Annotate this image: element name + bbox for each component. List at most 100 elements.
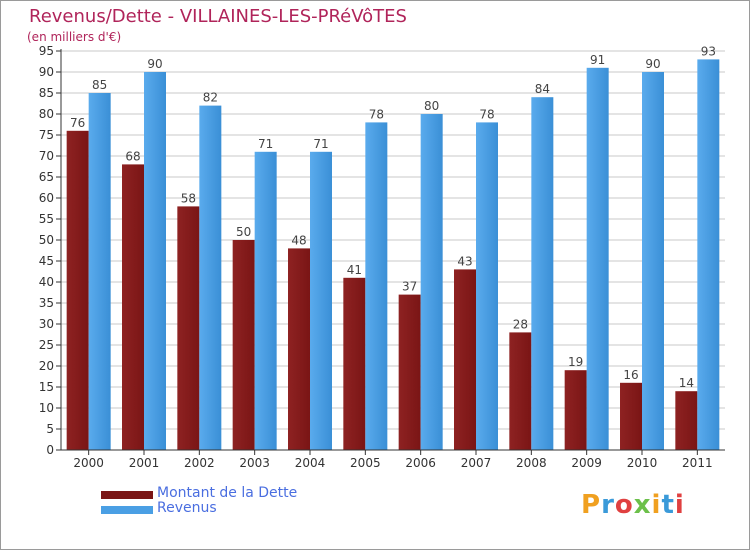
bar-revenue-2011 bbox=[697, 59, 720, 451]
value-label-revenue-2001: 90 bbox=[147, 57, 162, 71]
value-label-debt-2002: 58 bbox=[181, 191, 196, 205]
x-tick-label-2004: 2004 bbox=[295, 456, 326, 470]
x-tick-label-2000: 2000 bbox=[73, 456, 104, 470]
bar-debt-2003 bbox=[232, 240, 255, 450]
bar-revenue-2000 bbox=[88, 93, 111, 450]
bar-debt-2011 bbox=[675, 391, 698, 450]
bar-debt-2000 bbox=[66, 130, 89, 451]
y-tick-label-80: 80 bbox=[39, 107, 54, 121]
value-label-debt-2007: 43 bbox=[457, 254, 472, 268]
y-tick-label-40: 40 bbox=[39, 275, 54, 289]
value-label-revenue-2004: 71 bbox=[313, 137, 328, 151]
x-tick-label-2010: 2010 bbox=[627, 456, 658, 470]
value-label-revenue-2008: 84 bbox=[535, 82, 550, 96]
bar-revenue-2003 bbox=[254, 151, 277, 451]
bar-revenue-2009 bbox=[586, 67, 609, 451]
x-tick-label-2007: 2007 bbox=[461, 456, 492, 470]
y-tick-label-70: 70 bbox=[39, 149, 54, 163]
value-label-debt-2003: 50 bbox=[236, 225, 251, 239]
value-label-revenue-2000: 85 bbox=[92, 78, 107, 92]
value-label-revenue-2006: 80 bbox=[424, 99, 439, 113]
y-tick-label-75: 75 bbox=[39, 128, 54, 142]
value-label-debt-2008: 28 bbox=[513, 317, 528, 331]
logo-letter: t bbox=[661, 490, 675, 520]
legend-swatch-debt bbox=[101, 491, 153, 499]
logo-letter: P bbox=[581, 490, 602, 520]
value-labels: 76 85 68 90 58 82 50 71 48 71 41 78 37 80 43 78 28 84 19 91… bbox=[70, 44, 716, 390]
bar-revenue-2004 bbox=[310, 151, 332, 451]
bar-debt-2007 bbox=[454, 269, 476, 450]
bar-revenue-2005 bbox=[365, 122, 388, 451]
y-tick-label-45: 45 bbox=[39, 254, 54, 268]
bar-debt-2002 bbox=[177, 206, 200, 450]
y-tick-label-5: 5 bbox=[46, 422, 54, 436]
x-tick-label-2005: 2005 bbox=[350, 456, 381, 470]
y-tick-label-30: 30 bbox=[39, 317, 54, 331]
proxiti-logo: Proxiti bbox=[581, 490, 685, 520]
value-label-debt-2006: 37 bbox=[402, 280, 417, 294]
x-tick-label-2008: 2008 bbox=[516, 456, 547, 470]
axes: 0 5 10 15 20 25 30 35 40 45 50 55 60 65 70 75 80 85 90 95 20… bbox=[39, 44, 725, 470]
bar-debt-2005 bbox=[343, 277, 366, 450]
x-tick-label-2003: 2003 bbox=[239, 456, 270, 470]
y-tick-label-95: 95 bbox=[39, 44, 54, 58]
y-tick-label-15: 15 bbox=[39, 380, 54, 394]
bar-debt-2004 bbox=[288, 248, 310, 450]
bar-revenue-2001 bbox=[144, 72, 166, 450]
logo-letter: o bbox=[614, 490, 634, 520]
y-tick-label-20: 20 bbox=[39, 359, 54, 373]
x-tick-label-2011: 2011 bbox=[682, 456, 713, 470]
bar-revenue-2007 bbox=[476, 122, 498, 451]
value-label-debt-2000: 76 bbox=[70, 116, 85, 130]
value-label-debt-2004: 48 bbox=[291, 233, 306, 247]
bar-debt-2009 bbox=[564, 370, 587, 450]
y-tick-label-90: 90 bbox=[39, 65, 54, 79]
x-tick-label-2006: 2006 bbox=[405, 456, 436, 470]
legend-label-debt: Montant de la Dette bbox=[157, 485, 298, 501]
value-label-revenue-2005: 78 bbox=[369, 107, 384, 121]
bar-revenue-2006 bbox=[420, 114, 443, 450]
value-label-revenue-2003: 71 bbox=[258, 137, 273, 151]
bar-revenue-2002 bbox=[199, 105, 222, 450]
y-tick-label-10: 10 bbox=[39, 401, 54, 415]
x-tick-label-2001: 2001 bbox=[129, 456, 160, 470]
x-tick-label-2009: 2009 bbox=[571, 456, 602, 470]
logo-letter: x bbox=[633, 490, 652, 520]
bar-debt-2010 bbox=[620, 382, 642, 450]
value-label-debt-2001: 68 bbox=[125, 149, 140, 163]
value-label-revenue-2011: 93 bbox=[701, 44, 716, 58]
bar-revenue-2008 bbox=[531, 97, 554, 450]
chart-title: Revenus/Dette - VILLAINES-LES-PRéVôTES bbox=[29, 6, 407, 27]
value-label-debt-2010: 16 bbox=[623, 368, 638, 382]
grid-lines bbox=[61, 50, 725, 451]
y-tick-label-60: 60 bbox=[39, 191, 54, 205]
value-label-debt-2009: 19 bbox=[568, 355, 583, 369]
value-label-revenue-2007: 78 bbox=[479, 107, 494, 121]
value-label-revenue-2009: 91 bbox=[590, 53, 605, 67]
chart-subtitle: (en milliers d'€) bbox=[27, 30, 122, 44]
value-label-debt-2005: 41 bbox=[347, 263, 362, 277]
logo-letter: i bbox=[674, 490, 685, 520]
legend-swatch-revenue bbox=[101, 506, 153, 514]
logo-letter: i bbox=[651, 490, 662, 520]
y-tick-label-35: 35 bbox=[39, 296, 54, 310]
y-tick-label-65: 65 bbox=[39, 170, 54, 184]
bar-debt-2006 bbox=[398, 294, 421, 450]
value-label-revenue-2010: 90 bbox=[645, 57, 660, 71]
value-label-revenue-2002: 82 bbox=[203, 91, 218, 105]
y-tick-label-25: 25 bbox=[39, 338, 54, 352]
y-tick-label-0: 0 bbox=[46, 443, 54, 457]
bars bbox=[66, 59, 720, 451]
bar-debt-2001 bbox=[122, 164, 144, 450]
y-tick-label-85: 85 bbox=[39, 86, 54, 100]
y-tick-label-50: 50 bbox=[39, 233, 54, 247]
value-label-debt-2011: 14 bbox=[679, 376, 694, 390]
bar-debt-2008 bbox=[509, 332, 532, 450]
bar-revenue-2010 bbox=[642, 72, 664, 450]
logo-letter: r bbox=[601, 490, 615, 520]
y-tick-label-55: 55 bbox=[39, 212, 54, 226]
legend-label-revenue: Revenus bbox=[157, 500, 217, 516]
x-tick-label-2002: 2002 bbox=[184, 456, 215, 470]
